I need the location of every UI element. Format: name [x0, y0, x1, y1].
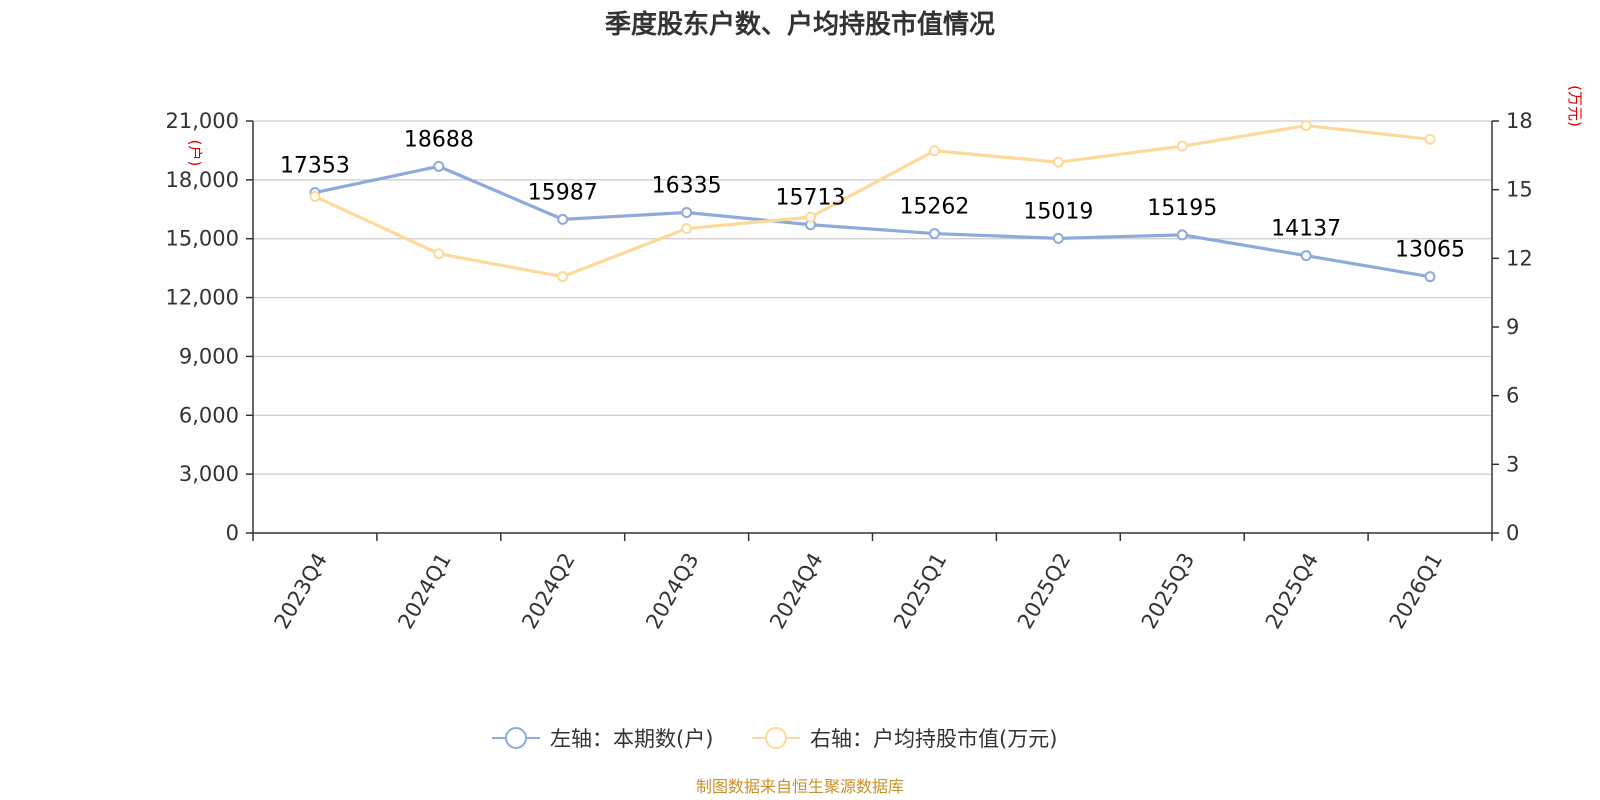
data-label: 13065 — [1395, 238, 1465, 263]
legend-label-left: 左轴：本期数(户) — [550, 727, 713, 751]
left-tick-label: 9,000 — [179, 344, 239, 368]
x-tick-label: 2024Q4 — [765, 549, 827, 633]
x-tick-label: 2024Q3 — [641, 549, 703, 633]
legend-item-left[interactable]: 左轴：本期数(户) — [492, 727, 713, 751]
x-tick-label: 2025Q4 — [1261, 549, 1323, 633]
axis-ticks: 0 3,000 6,000 9,000 12,000 15,000 18,000 21,000… — [166, 109, 1533, 633]
x-tick-label: 2023Q4 — [270, 549, 332, 633]
data-label: 17353 — [280, 154, 350, 179]
right-tick-label: 0 — [1506, 521, 1519, 545]
legend[interactable]: 左轴：本期数(户) 右轴：户均持股市值(万元) — [492, 727, 1057, 751]
data-label: 15987 — [528, 180, 598, 205]
data-point-left — [681, 207, 693, 219]
data-point-left — [1424, 271, 1436, 283]
data-labels: 17353 18688 15987 16335 15713 15262 15019 15195… — [280, 127, 1465, 262]
data-point-right — [1424, 133, 1436, 145]
series-lines — [309, 120, 1436, 283]
x-tick-label: 2025Q1 — [889, 549, 951, 633]
data-point-left — [1176, 229, 1188, 241]
x-tick-label: 2025Q2 — [1013, 549, 1075, 633]
legend-label-right: 右轴：户均持股市值(万元) — [810, 727, 1057, 751]
data-point-right — [557, 271, 569, 283]
data-point-left — [1300, 250, 1312, 262]
data-label: 14137 — [1271, 217, 1341, 242]
left-tick-label: 21,000 — [166, 109, 239, 133]
data-point-left — [433, 160, 445, 172]
data-point-right — [1300, 120, 1312, 132]
data-point-right — [1176, 140, 1188, 152]
right-tick-label: 6 — [1506, 384, 1519, 408]
series-line-left — [314, 164, 1431, 279]
left-tick-label: 6,000 — [179, 403, 239, 427]
data-point-right — [681, 223, 693, 235]
right-tick-label: 9 — [1506, 315, 1519, 339]
left-tick-label: 15,000 — [166, 227, 239, 251]
left-tick-label: 12,000 — [166, 286, 239, 310]
data-point-left — [928, 228, 940, 240]
left-tick-label: 0 — [226, 521, 239, 545]
right-tick-label: 15 — [1506, 178, 1533, 202]
left-axis-unit: (户) — [186, 140, 204, 167]
data-label: 15019 — [1023, 199, 1093, 224]
data-label: 15713 — [776, 186, 846, 211]
legend-item-right[interactable]: 右轴：户均持股市值(万元) — [752, 727, 1057, 751]
right-tick-label: 18 — [1506, 109, 1533, 133]
x-tick-label: 2024Q2 — [517, 549, 579, 633]
data-point-right — [309, 191, 321, 203]
right-tick-label: 12 — [1506, 246, 1533, 270]
data-point-right — [805, 211, 817, 223]
data-label: 15262 — [899, 195, 969, 220]
legend-marker-right — [765, 727, 787, 749]
data-point-left — [557, 213, 569, 225]
data-point-right — [1052, 156, 1064, 168]
right-tick-label: 3 — [1506, 452, 1519, 476]
legend-marker-left — [505, 727, 527, 749]
series-line-right — [314, 123, 1431, 279]
x-tick-label: 2024Q1 — [393, 549, 455, 633]
data-point-right — [433, 248, 445, 260]
source-credit: 制图数据来自恒生聚源数据库 — [696, 777, 904, 796]
data-label: 15195 — [1147, 196, 1217, 221]
data-label: 18688 — [404, 127, 474, 152]
x-tick-label: 2025Q3 — [1137, 549, 1199, 633]
grid-lines — [253, 120, 1492, 475]
right-axis-unit: (万元) — [1566, 85, 1584, 127]
x-tick-label: 2026Q1 — [1385, 549, 1447, 633]
data-point-left — [1052, 232, 1064, 244]
data-label: 16335 — [652, 174, 722, 199]
data-point-right — [928, 145, 940, 157]
left-tick-label: 3,000 — [179, 462, 239, 486]
left-tick-label: 18,000 — [166, 168, 239, 192]
chart-title: 季度股东户数、户均持股市值情况 — [605, 9, 995, 40]
